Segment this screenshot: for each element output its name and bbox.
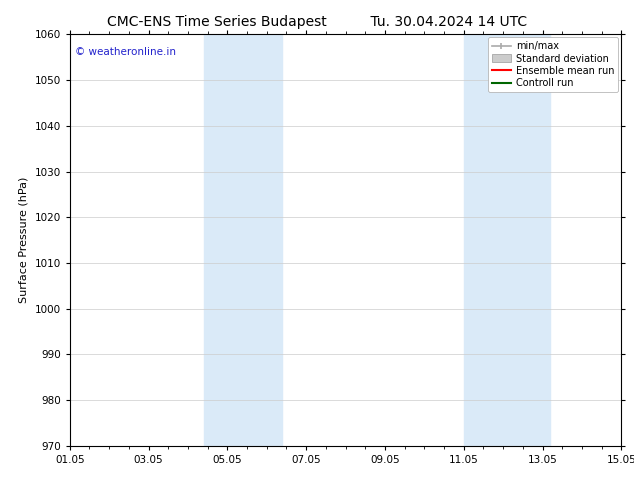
Legend: min/max, Standard deviation, Ensemble mean run, Controll run: min/max, Standard deviation, Ensemble me… (488, 37, 618, 92)
Bar (463, 34, 550, 446)
Text: © weatheronline.in: © weatheronline.in (75, 47, 176, 57)
Y-axis label: Surface Pressure (hPa): Surface Pressure (hPa) (19, 177, 29, 303)
Text: CMC-ENS Time Series Budapest          Tu. 30.04.2024 14 UTC: CMC-ENS Time Series Budapest Tu. 30.04.2… (107, 15, 527, 29)
Bar (204, 34, 283, 446)
